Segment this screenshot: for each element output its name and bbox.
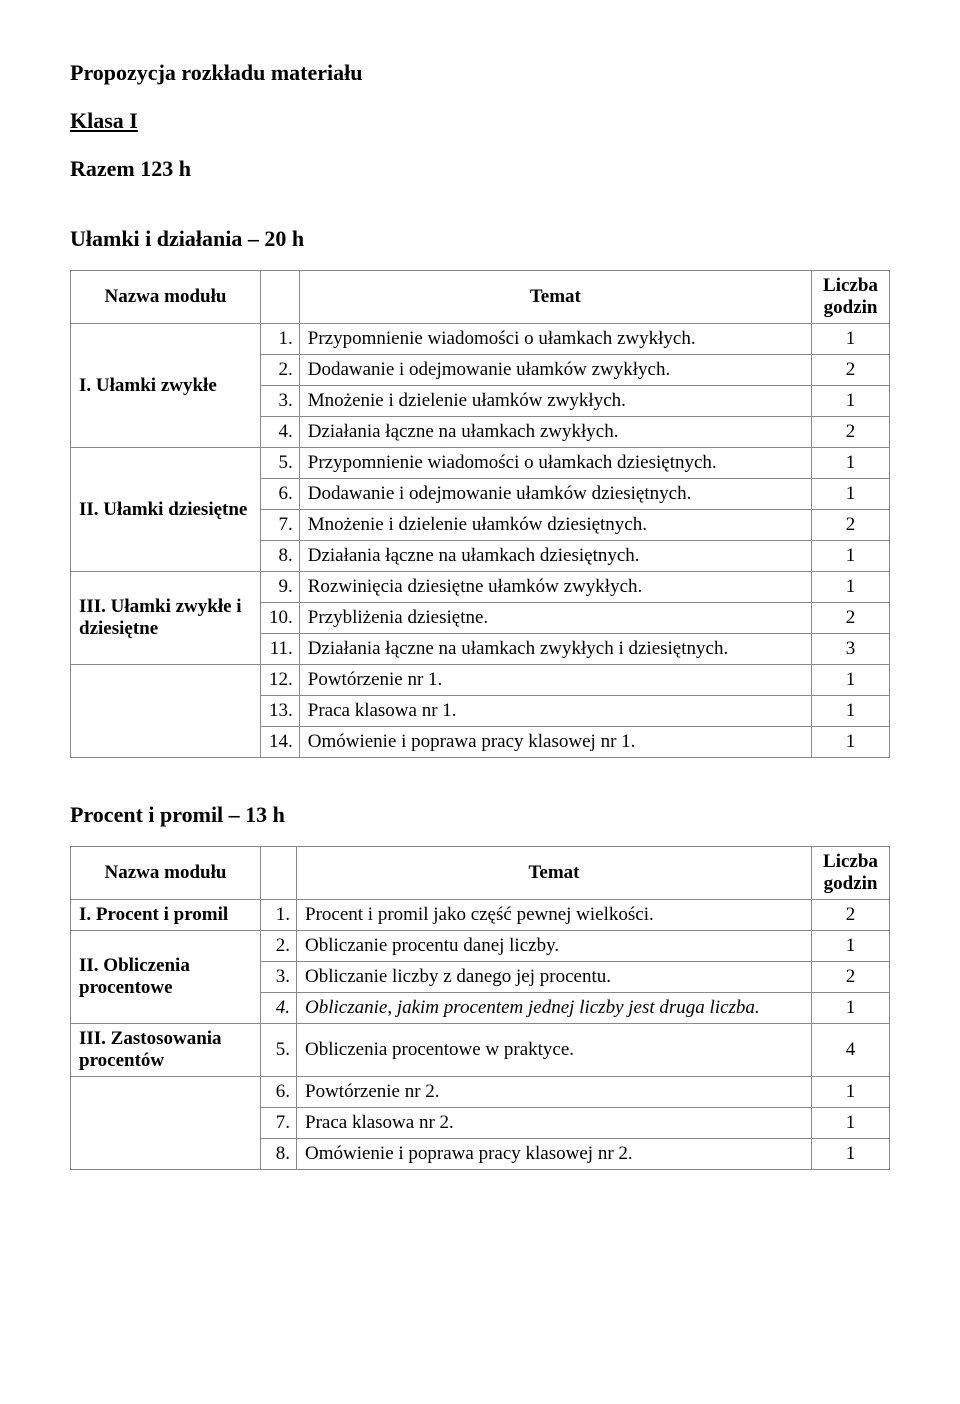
module-cell bbox=[71, 1077, 261, 1170]
row-number: 9. bbox=[261, 572, 300, 603]
table-header-row: Nazwa modułu Temat Liczba godzin bbox=[71, 847, 890, 900]
row-hours: 2 bbox=[812, 355, 890, 386]
total-hours: Razem 123 h bbox=[70, 156, 890, 182]
row-number: 8. bbox=[261, 541, 300, 572]
row-hours: 1 bbox=[812, 931, 890, 962]
row-hours: 1 bbox=[812, 696, 890, 727]
module-cell bbox=[71, 665, 261, 758]
row-topic: Przypomnienie wiadomości o ułamkach zwyk… bbox=[299, 324, 811, 355]
section1-table: Nazwa modułu Temat Liczba godzin I. Ułam… bbox=[70, 270, 890, 758]
table-row: 12.Powtórzenie nr 1.1 bbox=[71, 665, 890, 696]
row-topic: Obliczenia procentowe w praktyce. bbox=[297, 1024, 812, 1077]
row-number: 4. bbox=[261, 417, 300, 448]
class-label: Klasa I bbox=[70, 108, 890, 134]
row-topic: Omówienie i poprawa pracy klasowej nr 2. bbox=[297, 1139, 812, 1170]
row-hours: 2 bbox=[812, 603, 890, 634]
row-hours: 3 bbox=[812, 634, 890, 665]
header-topic: Temat bbox=[299, 271, 811, 324]
row-topic: Działania łączne na ułamkach zwykłych i … bbox=[299, 634, 811, 665]
section1-title: Ułamki i działania – 20 h bbox=[70, 226, 890, 252]
table-row: III. Ułamki zwykłe i dziesiętne9.Rozwini… bbox=[71, 572, 890, 603]
header-hours: Liczba godzin bbox=[812, 847, 890, 900]
row-number: 10. bbox=[261, 603, 300, 634]
row-topic: Praca klasowa nr 1. bbox=[299, 696, 811, 727]
header-module: Nazwa modułu bbox=[71, 271, 261, 324]
row-hours: 1 bbox=[812, 1108, 890, 1139]
row-number: 2. bbox=[261, 931, 297, 962]
row-topic: Powtórzenie nr 2. bbox=[297, 1077, 812, 1108]
row-hours: 1 bbox=[812, 993, 890, 1024]
module-cell: III. Zastosowania procentów bbox=[71, 1024, 261, 1077]
header-hours: Liczba godzin bbox=[812, 271, 890, 324]
module-cell: II. Obliczenia procentowe bbox=[71, 931, 261, 1024]
row-topic: Przypomnienie wiadomości o ułamkach dzie… bbox=[299, 448, 811, 479]
row-number: 1. bbox=[261, 900, 297, 931]
row-number: 3. bbox=[261, 386, 300, 417]
row-number: 5. bbox=[261, 448, 300, 479]
row-topic: Przybliżenia dziesiętne. bbox=[299, 603, 811, 634]
row-topic: Mnożenie i dzielenie ułamków dziesiętnyc… bbox=[299, 510, 811, 541]
row-hours: 1 bbox=[812, 1139, 890, 1170]
row-number: 4. bbox=[261, 993, 297, 1024]
row-hours: 2 bbox=[812, 900, 890, 931]
row-topic: Powtórzenie nr 1. bbox=[299, 665, 811, 696]
table-header-row: Nazwa modułu Temat Liczba godzin bbox=[71, 271, 890, 324]
row-hours: 1 bbox=[812, 386, 890, 417]
module-cell: II. Ułamki dziesiętne bbox=[71, 448, 261, 572]
table-row: II. Ułamki dziesiętne5.Przypomnienie wia… bbox=[71, 448, 890, 479]
table-row: II. Obliczenia procentowe2.Obliczanie pr… bbox=[71, 931, 890, 962]
section2-table: Nazwa modułu Temat Liczba godzin I. Proc… bbox=[70, 846, 890, 1170]
row-hours: 4 bbox=[812, 1024, 890, 1077]
row-topic: Działania łączne na ułamkach dziesiętnyc… bbox=[299, 541, 811, 572]
row-hours: 1 bbox=[812, 1077, 890, 1108]
row-topic: Obliczanie procentu danej liczby. bbox=[297, 931, 812, 962]
header-topic: Temat bbox=[297, 847, 812, 900]
row-topic: Mnożenie i dzielenie ułamków zwykłych. bbox=[299, 386, 811, 417]
row-number: 8. bbox=[261, 1139, 297, 1170]
module-cell: I. Ułamki zwykłe bbox=[71, 324, 261, 448]
row-hours: 1 bbox=[812, 324, 890, 355]
row-hours: 1 bbox=[812, 541, 890, 572]
row-number: 2. bbox=[261, 355, 300, 386]
row-number: 7. bbox=[261, 510, 300, 541]
row-number: 3. bbox=[261, 962, 297, 993]
header-num bbox=[261, 847, 297, 900]
row-topic: Rozwinięcia dziesiętne ułamków zwykłych. bbox=[299, 572, 811, 603]
header-num bbox=[261, 271, 300, 324]
row-topic: Dodawanie i odejmowanie ułamków dziesięt… bbox=[299, 479, 811, 510]
section2-title: Procent i promil – 13 h bbox=[70, 802, 890, 828]
row-topic: Działania łączne na ułamkach zwykłych. bbox=[299, 417, 811, 448]
row-hours: 1 bbox=[812, 572, 890, 603]
row-hours: 2 bbox=[812, 510, 890, 541]
row-topic: Praca klasowa nr 2. bbox=[297, 1108, 812, 1139]
row-number: 12. bbox=[261, 665, 300, 696]
row-number: 14. bbox=[261, 727, 300, 758]
row-hours: 1 bbox=[812, 727, 890, 758]
row-number: 7. bbox=[261, 1108, 297, 1139]
table-row: III. Zastosowania procentów5.Obliczenia … bbox=[71, 1024, 890, 1077]
row-hours: 2 bbox=[812, 417, 890, 448]
row-number: 6. bbox=[261, 479, 300, 510]
table-row: 6.Powtórzenie nr 2.1 bbox=[71, 1077, 890, 1108]
row-hours: 2 bbox=[812, 962, 890, 993]
row-number: 6. bbox=[261, 1077, 297, 1108]
table-row: I. Ułamki zwykłe1.Przypomnienie wiadomoś… bbox=[71, 324, 890, 355]
row-hours: 1 bbox=[812, 448, 890, 479]
page-title: Propozycja rozkładu materiału bbox=[70, 60, 890, 86]
row-topic: Procent i promil jako część pewnej wielk… bbox=[297, 900, 812, 931]
row-number: 1. bbox=[261, 324, 300, 355]
row-number: 13. bbox=[261, 696, 300, 727]
row-topic: Obliczanie liczby z danego jej procentu. bbox=[297, 962, 812, 993]
header-module: Nazwa modułu bbox=[71, 847, 261, 900]
row-topic: Omówienie i poprawa pracy klasowej nr 1. bbox=[299, 727, 811, 758]
row-topic: Dodawanie i odejmowanie ułamków zwykłych… bbox=[299, 355, 811, 386]
row-topic: Obliczanie, jakim procentem jednej liczb… bbox=[297, 993, 812, 1024]
table-row: I. Procent i promil1.Procent i promil ja… bbox=[71, 900, 890, 931]
row-number: 5. bbox=[261, 1024, 297, 1077]
row-hours: 1 bbox=[812, 479, 890, 510]
row-number: 11. bbox=[261, 634, 300, 665]
module-cell: I. Procent i promil bbox=[71, 900, 261, 931]
module-cell: III. Ułamki zwykłe i dziesiętne bbox=[71, 572, 261, 665]
row-hours: 1 bbox=[812, 665, 890, 696]
